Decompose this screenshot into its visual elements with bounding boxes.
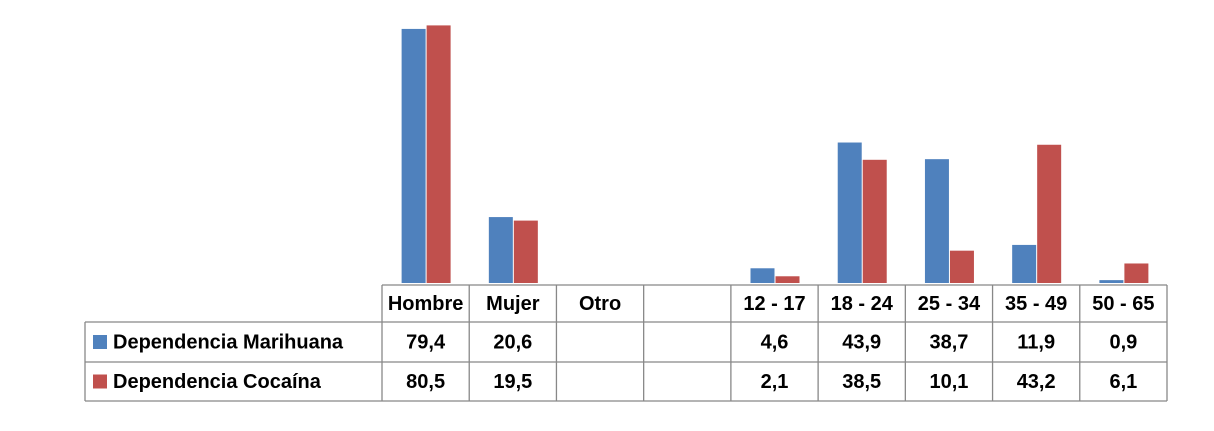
bar <box>750 268 775 283</box>
data-label: 79,4 <box>406 331 446 353</box>
data-label: 10,1 <box>929 371 968 393</box>
data-label: 4,6 <box>761 331 789 353</box>
bar <box>488 217 513 283</box>
legend-label: Dependencia Cocaína <box>113 371 322 393</box>
data-label: 20,6 <box>493 331 532 353</box>
bar <box>775 276 800 283</box>
x-tick-label: 18 - 24 <box>831 293 894 315</box>
x-tick-label: Otro <box>579 293 621 315</box>
legend-label: Dependencia Marihuana <box>113 331 344 353</box>
bar <box>924 159 949 283</box>
data-label: 0,9 <box>1109 331 1137 353</box>
bar <box>1012 244 1037 283</box>
bar <box>1124 263 1149 283</box>
data-label: 6,1 <box>1109 371 1137 393</box>
data-label: 11,9 <box>1017 331 1055 353</box>
data-label: 38,5 <box>842 371 881 393</box>
bar <box>513 220 538 283</box>
data-label: 19,5 <box>493 371 532 393</box>
data-label: 43,9 <box>842 331 881 353</box>
bar <box>949 250 974 283</box>
legend-swatch <box>93 335 107 349</box>
bar <box>862 159 887 283</box>
x-tick-label: Hombre <box>388 293 464 315</box>
bar <box>1037 144 1062 283</box>
bar <box>837 142 862 283</box>
x-tick-label: 50 - 65 <box>1092 293 1154 315</box>
x-tick-label: 25 - 34 <box>918 293 981 315</box>
legend-swatch <box>93 374 107 389</box>
x-tick-label: 35 - 49 <box>1005 293 1067 315</box>
bar <box>1099 280 1124 283</box>
data-label: 80,5 <box>406 371 445 393</box>
x-tick-label: 12 - 17 <box>743 293 805 315</box>
data-label: 2,1 <box>761 371 789 393</box>
data-label: 38,7 <box>929 331 968 353</box>
data-label: 43,2 <box>1017 371 1056 393</box>
x-tick-label: Mujer <box>486 293 540 315</box>
bar <box>401 28 426 284</box>
bar <box>426 25 451 284</box>
